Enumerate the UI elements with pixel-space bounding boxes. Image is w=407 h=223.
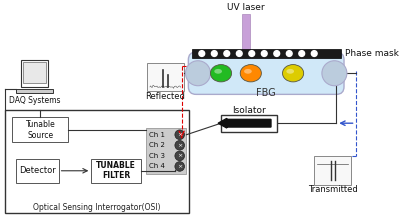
Text: ×: × [177, 164, 182, 169]
Ellipse shape [244, 69, 252, 74]
Text: Ch 2: Ch 2 [149, 142, 165, 148]
Circle shape [211, 51, 217, 56]
Ellipse shape [240, 65, 261, 82]
Circle shape [199, 51, 205, 56]
Circle shape [186, 61, 210, 86]
Circle shape [261, 51, 267, 56]
Bar [147, 63, 184, 91]
Text: Optical Sensing Interrogator(OSI): Optical Sensing Interrogator(OSI) [33, 203, 161, 212]
Text: FBG: FBG [256, 88, 276, 98]
Text: ×: × [177, 143, 182, 148]
Circle shape [299, 51, 304, 56]
Ellipse shape [210, 65, 232, 82]
Circle shape [287, 51, 292, 56]
Text: UV laser: UV laser [227, 3, 265, 12]
Text: DAQ Systems: DAQ Systems [9, 96, 60, 105]
Bar [146, 128, 186, 174]
Circle shape [175, 162, 184, 171]
Ellipse shape [214, 69, 222, 74]
Bar [314, 156, 351, 185]
Text: Detector: Detector [19, 166, 56, 175]
Text: Phase mask: Phase mask [345, 49, 399, 58]
Circle shape [311, 51, 317, 56]
Text: Transmitted: Transmitted [308, 185, 357, 194]
Text: Isolator: Isolator [232, 106, 266, 115]
Ellipse shape [287, 69, 294, 74]
FancyArrow shape [218, 118, 271, 128]
Bar [221, 115, 277, 132]
Circle shape [175, 140, 184, 150]
Bar [192, 49, 341, 58]
Circle shape [322, 61, 347, 86]
Bar [5, 110, 189, 213]
Text: Ch 1: Ch 1 [149, 132, 165, 138]
FancyBboxPatch shape [188, 52, 344, 94]
Bar [16, 89, 53, 93]
Text: ×: × [177, 132, 182, 137]
Text: ×: × [177, 153, 182, 158]
Circle shape [236, 51, 242, 56]
FancyArrow shape [242, 14, 250, 50]
Bar [21, 60, 48, 87]
Circle shape [224, 51, 230, 56]
Text: Ch 4: Ch 4 [149, 163, 165, 169]
Circle shape [175, 151, 184, 161]
Text: Tunable
Source: Tunable Source [26, 120, 55, 140]
Circle shape [249, 51, 255, 56]
Text: TUNABLE
FILTER: TUNABLE FILTER [96, 161, 136, 180]
Circle shape [175, 130, 184, 140]
Bar [16, 159, 59, 183]
Text: Ch 3: Ch 3 [149, 153, 165, 159]
Ellipse shape [282, 65, 304, 82]
Bar [91, 159, 141, 183]
Text: Reflected: Reflected [145, 92, 185, 101]
Circle shape [274, 51, 280, 56]
Bar [13, 118, 68, 142]
Bar [23, 62, 46, 83]
